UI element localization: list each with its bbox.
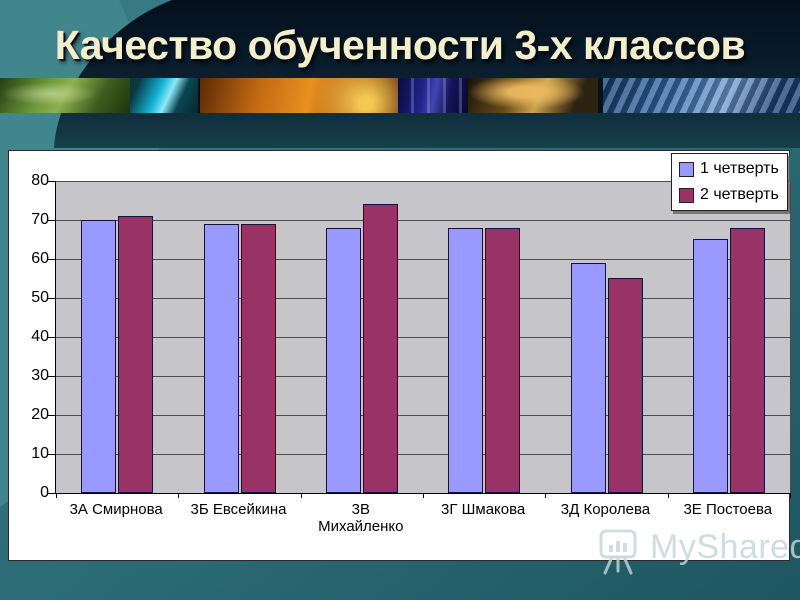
y-axis-label: 40 [31,328,49,345]
gridline-80 [56,181,790,182]
photo-strip [0,78,800,113]
gridline-30 [56,376,790,377]
x-tick [668,493,669,498]
legend-item: 2 четверть [679,186,780,204]
y-tick-80 [48,181,56,182]
y-axis-label: 80 [31,172,49,189]
test-tubes-photo [398,78,468,113]
plot-area [48,181,791,498]
keyboard-photo [603,78,800,113]
x-axis-label: 3Б Евсейкина [190,501,287,518]
bar-2 четверть-3Б Евсейкина [241,224,276,493]
gridline-60 [56,259,790,260]
bar-1 четверть-3Д Королева [571,263,606,493]
bar-2 четверть-3Е Постоева [730,228,765,493]
y-axis-label: 0 [40,484,49,501]
x-axis-label: 3Д Королева [560,501,651,518]
x-tick [423,493,424,498]
bar-1 четверть-3Е Постоева [693,239,728,493]
y-axis-label: 30 [31,367,49,384]
x-tick [178,493,179,498]
bar-1 четверть-3Б Евсейкина [204,224,239,493]
bar-2 четверть-3В Михайленко [363,204,398,493]
gridline-20 [56,415,790,416]
legend-swatch [679,161,694,177]
gridline-70 [56,220,790,221]
chart: 0 10 20 30 40 50 60 70 80 3А Смирнова 3Б Евсейкин… [8,150,791,561]
y-tick-0 [48,493,56,494]
legend-item: 1 четверть [679,160,780,178]
mouse-cable-photo [0,78,130,113]
x-axis: 3А Смирнова 3Б Евсейкина 3В Михайленко 3Г Шм… [55,501,789,535]
gridline-50 [56,298,790,299]
monitor-photo [130,78,198,113]
x-axis-label: 3В Михайленко [318,501,404,535]
legend-label: 1 четверть [700,160,779,177]
y-tick-40 [48,337,56,338]
y-axis-label: 50 [31,289,49,306]
y-tick-70 [48,220,56,221]
legend-swatch [679,187,694,203]
y-tick-60 [48,259,56,260]
x-axis-label: 3Е Постоева [683,501,773,518]
y-axis-label: 20 [31,406,49,423]
legend-label: 2 четверть [700,186,779,203]
x-tick [545,493,546,498]
slide-title: Качество обученности 3-х классов [54,22,746,68]
y-tick-30 [48,376,56,377]
writing-hand-photo [468,78,598,113]
x-tick [790,493,791,498]
y-tick-20 [48,415,56,416]
y-axis-label: 70 [31,211,49,228]
y-axis-label: 10 [31,445,49,462]
x-axis-label: 3А Смирнова [69,501,163,518]
x-axis-label: 3Г Шмакова [441,501,526,518]
y-tick-10 [48,454,56,455]
y-axis-label: 60 [31,250,49,267]
bar-2 четверть-3Д Королева [608,278,643,493]
bar-1 четверть-3А Смирнова [81,220,116,493]
bar-1 четверть-3Г Шмакова [448,228,483,493]
gridline-10 [56,454,790,455]
gridline-40 [56,337,790,338]
legend: 1 четверть 2 четверть [671,153,788,211]
x-tick [56,493,57,498]
bar-2 четверть-3Г Шмакова [485,228,520,493]
hard-drive-photo [200,78,398,113]
bar-1 четверть-3В Михайленко [326,228,361,493]
bar-2 четверть-3А Смирнова [118,216,153,493]
x-tick [301,493,302,498]
y-tick-50 [48,298,56,299]
